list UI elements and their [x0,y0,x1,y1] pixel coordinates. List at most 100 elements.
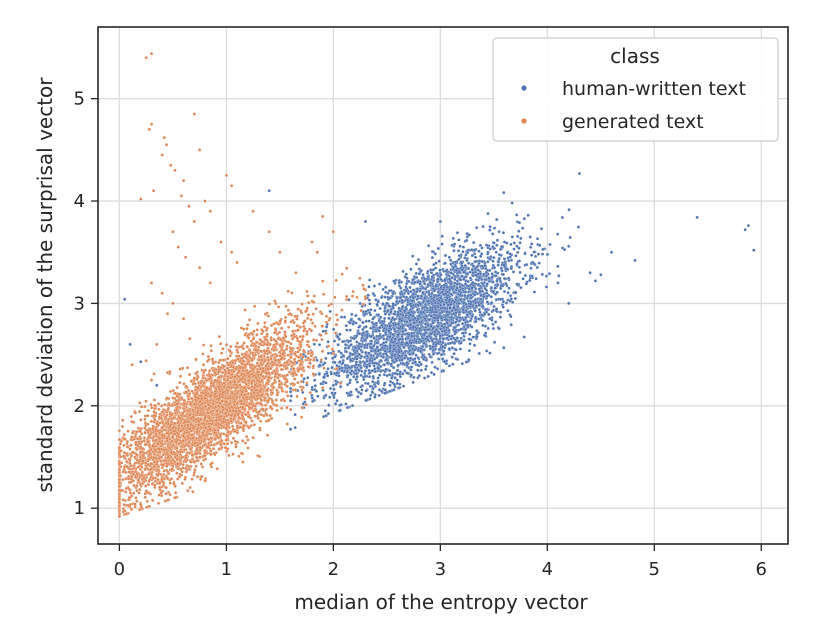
point-human-written-text [450,316,453,319]
point-human-written-text [513,248,516,251]
point-human-written-text [475,304,478,307]
point-human-written-text [433,333,436,336]
point-human-written-text [303,377,306,380]
point-human-written-text [416,364,419,367]
point-human-written-text [311,400,314,403]
point-generated-text [147,409,150,412]
point-human-written-text [511,202,514,205]
point-human-written-text [423,306,426,309]
point-human-written-text [499,277,502,280]
point-generated-text [225,343,228,346]
point-human-written-text [381,320,384,323]
point-generated-text [246,327,249,330]
point-human-written-text [289,390,292,393]
point-generated-text [325,315,328,318]
point-human-written-text [473,252,476,255]
point-human-written-text [401,327,404,330]
point-human-written-text [346,374,349,377]
point-human-written-text [358,353,361,356]
point-human-written-text [379,352,382,355]
point-human-written-text [499,248,502,251]
point-human-written-text [355,334,358,337]
point-human-written-text [509,256,512,259]
point-human-written-text [521,227,524,230]
point-generated-text [356,296,359,299]
point-human-written-text [382,356,385,359]
point-human-written-text [474,317,477,320]
point-human-written-text [495,218,498,221]
point-human-written-text [396,297,399,300]
point-human-written-text [430,315,433,318]
point-generated-text [253,423,256,426]
point-human-written-text [487,327,490,330]
point-human-written-text [473,293,476,296]
point-human-written-text [383,317,386,320]
point-human-written-text [332,394,335,397]
point-human-written-text [480,278,483,281]
point-human-written-text [468,349,471,352]
point-generated-text [302,325,305,328]
point-human-written-text [415,290,418,293]
point-human-written-text [334,402,337,405]
point-human-written-text [569,236,572,239]
point-human-written-text [360,374,363,377]
point-human-written-text [467,262,470,265]
point-generated-text [188,373,191,376]
point-human-written-text [445,301,448,304]
point-human-written-text [384,307,387,310]
point-human-written-text [413,281,416,284]
point-human-written-text [490,287,493,290]
point-human-written-text [433,373,436,376]
point-human-written-text [355,378,358,381]
point-human-written-text [485,295,488,298]
point-generated-text [296,395,299,398]
point-human-written-text [524,274,527,277]
point-generated-text [331,348,334,351]
point-human-written-text [324,409,327,412]
point-human-written-text [424,368,427,371]
point-generated-text [247,336,250,339]
point-human-written-text [290,395,293,398]
point-human-written-text [443,329,446,332]
point-generated-text [191,490,194,493]
point-human-written-text [448,256,451,259]
point-generated-text [227,454,230,457]
point-human-written-text [423,333,426,336]
point-generated-text [237,455,240,458]
point-human-written-text [409,324,412,327]
point-human-written-text [467,280,470,283]
point-human-written-text [489,248,492,251]
point-human-written-text [463,339,466,342]
point-human-written-text [359,361,362,364]
point-generated-text [287,326,290,329]
point-human-written-text [437,316,440,319]
point-generated-text [286,423,289,426]
point-generated-text [315,307,318,310]
point-human-written-text [431,275,434,278]
point-human-written-text [508,287,511,290]
point-human-written-text [345,324,348,327]
point-human-written-text [346,371,349,374]
point-human-written-text [439,220,442,223]
point-human-written-text [466,272,469,275]
point-human-written-text [326,374,329,377]
point-human-written-text [462,246,465,249]
point-generated-text [157,408,160,411]
point-human-written-text [357,326,360,329]
point-human-written-text [399,375,402,378]
point-human-written-text [503,277,506,280]
point-human-written-text [372,387,375,390]
point-human-written-text [411,278,414,281]
point-human-written-text [368,285,371,288]
point-human-written-text [486,282,489,285]
point-human-written-text [392,344,395,347]
point-generated-text [306,330,309,333]
point-human-written-text [330,372,333,375]
point-human-written-text [378,374,381,377]
point-human-written-text [479,255,482,258]
point-human-written-text [486,301,489,304]
point-human-written-text [383,363,386,366]
point-human-written-text [407,292,410,295]
point-human-written-text [359,302,362,305]
point-generated-text [207,355,210,358]
